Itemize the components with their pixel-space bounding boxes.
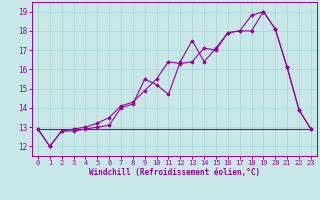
X-axis label: Windchill (Refroidissement éolien,°C): Windchill (Refroidissement éolien,°C) [89,168,260,177]
